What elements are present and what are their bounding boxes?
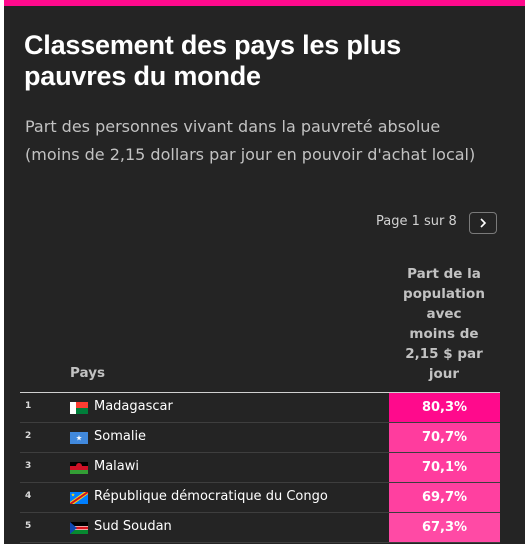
madagascar-flag-icon — [70, 402, 88, 414]
row-rank: 4 — [25, 491, 32, 501]
row-country: Sud Soudan — [94, 519, 172, 534]
column-header-value-line: jour — [428, 366, 460, 382]
drc-flag-icon — [70, 492, 88, 504]
row-rank: 5 — [25, 521, 32, 531]
table-row: 1 Madagascar 80,3% — [20, 393, 500, 423]
column-header-value-line: moins de — [409, 326, 479, 342]
column-header-country[interactable]: Pays — [70, 365, 106, 381]
table-row: 3 Malawi 70,1% — [20, 453, 500, 483]
page-title: Classement des pays les plus pauvres du … — [24, 30, 402, 91]
column-header-value[interactable]: Part de la population avec moins de 2,15… — [396, 264, 492, 384]
column-header-value-line: Part de la — [407, 266, 481, 282]
table-row: 2 Somalie 70,7% — [20, 423, 500, 453]
chevron-right-icon — [480, 218, 487, 228]
column-header-value-line: avec — [426, 306, 462, 322]
row-rank: 1 — [25, 401, 32, 411]
column-header-value-line: population — [403, 286, 485, 302]
row-country: République démocratique du Congo — [94, 489, 328, 504]
row-value-cell: 70,1% — [389, 453, 500, 482]
page-subtitle: Part des personnes vivant dans la pauvre… — [25, 117, 476, 164]
row-value-cell: 80,3% — [389, 393, 500, 422]
row-value-cell: 69,7% — [389, 483, 500, 512]
ranking-table: 1 Madagascar 80,3% 2 Somalie 70,7% 3 Mal… — [20, 393, 500, 543]
row-rank: 2 — [25, 431, 32, 441]
row-value-cell: 70,7% — [389, 423, 500, 452]
row-value-cell: 67,3% — [389, 513, 500, 542]
pagination-label: Page 1 sur 8 — [376, 214, 457, 229]
accent-bar — [4, 0, 525, 6]
column-header-value-line: 2,15 $ par — [405, 346, 483, 362]
south-sudan-flag-icon — [70, 522, 88, 534]
row-country: Madagascar — [94, 399, 173, 414]
row-country: Somalie — [94, 429, 147, 444]
row-country: Malawi — [94, 459, 140, 474]
table-row: 4 République démocratique du Congo 69,7% — [20, 483, 500, 513]
table-row: 5 Sud Soudan 67,3% — [20, 513, 500, 543]
header-divider — [20, 392, 500, 393]
next-page-button[interactable] — [469, 212, 497, 234]
somalia-flag-icon — [70, 432, 88, 444]
malawi-flag-icon — [70, 462, 88, 474]
ranking-card: Classement des pays les plus pauvres du … — [4, 0, 525, 544]
row-rank: 3 — [25, 461, 32, 471]
